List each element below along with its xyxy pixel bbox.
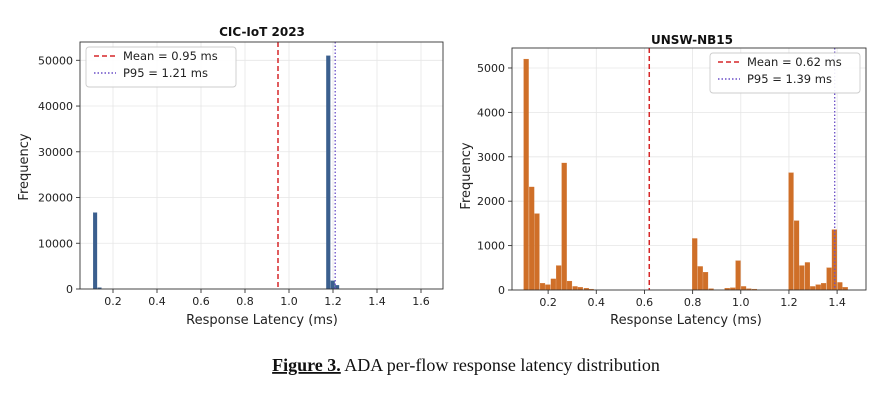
x-tick-label: 1.0 [280, 295, 298, 308]
y-ticks: 0 1000 2000 3000 4000 5000 [477, 62, 512, 297]
histogram-bar [545, 284, 551, 291]
plot-frame [511, 47, 867, 291]
x-axis-label: Response Latency (ms) [610, 313, 762, 328]
legend-label: P95 = 1.21 ms [123, 66, 208, 80]
x-tick-label: 1.6 [412, 295, 430, 308]
y-ticks: 0 10000 20000 30000 40000 50000 [38, 54, 80, 296]
x-ticks: 0.2 0.4 0.6 0.8 1.0 1.2 1.4 [539, 290, 846, 309]
axes-frame [511, 47, 867, 291]
histogram-bar [702, 272, 709, 291]
histogram-bar [794, 220, 800, 291]
x-tick-label: 1.4 [828, 296, 846, 309]
x-tick-label: 0.6 [192, 295, 210, 308]
histogram-bar [826, 267, 832, 291]
caption-label: Figure 3. [272, 355, 341, 375]
histogram-bar [837, 282, 843, 291]
x-tick-label: 0.2 [539, 296, 557, 309]
chart-title: CIC-IoT 2023 [219, 25, 305, 39]
bars [523, 58, 848, 291]
y-tick-label: 2000 [477, 195, 505, 208]
x-tick-label: 0.8 [684, 296, 702, 309]
histogram-bar [788, 172, 794, 291]
y-axis-label: Frequency [17, 133, 32, 200]
histogram-bar [550, 278, 556, 291]
histogram-bar [529, 186, 535, 291]
histogram-bar [566, 280, 573, 291]
bars [93, 55, 340, 290]
chart-title: UNSW-NB15 [651, 33, 733, 47]
y-tick-label: 10000 [38, 237, 73, 250]
legend-label: Mean = 0.95 ms [123, 49, 218, 63]
x-axis-label: Response Latency (ms) [186, 313, 338, 328]
chart-cic-iot-2023: CIC-IoT 2023 0.2 0.4 0.6 0.8 1.0 1.2 1.4 1.6 0 1… [17, 25, 444, 328]
histogram-bar [556, 265, 562, 291]
y-tick-label: 20000 [38, 192, 73, 205]
histogram-bar [804, 262, 810, 291]
histogram-bar [93, 212, 98, 290]
histogram-bar [692, 238, 698, 291]
x-tick-label: 1.0 [732, 296, 750, 309]
y-tick-label: 50000 [38, 54, 73, 67]
y-tick-label: 30000 [38, 146, 73, 159]
chart-unsw-nb15: UNSW-NB15 0.2 0.4 0.6 0.8 1.0 1.2 1.4 0 1000 200… [459, 33, 867, 328]
y-tick-label: 5000 [477, 62, 505, 75]
y-axis-label: Frequency [459, 142, 474, 209]
x-tick-label: 0.6 [636, 296, 654, 309]
x-tick-label: 0.4 [148, 295, 166, 308]
y-tick-label: 4000 [477, 106, 505, 119]
y-tick-label: 1000 [477, 240, 505, 253]
y-tick-label: 3000 [477, 151, 505, 164]
x-tick-label: 1.2 [324, 295, 342, 308]
histogram-bar [741, 286, 747, 291]
histogram-bar [572, 286, 578, 291]
histogram-bar [330, 280, 335, 290]
legend: Mean = 0.95 ms P95 = 1.21 ms [85, 46, 237, 88]
grid [80, 42, 443, 290]
caption-text: ADA per-flow response latency distributi… [341, 355, 660, 375]
histogram-bar [697, 266, 703, 291]
legend-label: Mean = 0.62 ms [747, 55, 842, 69]
legend: Mean = 0.62 ms P95 = 1.39 ms [709, 52, 861, 94]
plot-frame [79, 41, 444, 290]
histogram-bar [735, 260, 741, 291]
y-tick-label: 40000 [38, 100, 73, 113]
legend-box [709, 52, 861, 94]
y-tick-label: 0 [66, 283, 73, 296]
histogram-bar [534, 213, 540, 291]
histogram-bar [799, 265, 805, 291]
figure-caption: Figure 3. ADA per-flow response latency … [272, 355, 660, 375]
x-tick-label: 0.2 [104, 295, 122, 308]
histogram-bar [561, 162, 567, 291]
legend-label: P95 = 1.39 ms [747, 72, 832, 86]
x-tick-label: 0.4 [588, 296, 606, 309]
histogram-bar [810, 286, 816, 291]
histogram-bar [831, 229, 837, 291]
reference-lines [648, 48, 836, 290]
x-tick-label: 1.4 [368, 295, 386, 308]
histogram-bar [523, 58, 529, 291]
histogram-bar [326, 55, 331, 290]
histogram-bar [539, 283, 546, 291]
axes-frame [79, 41, 444, 290]
legend-box [85, 46, 237, 88]
x-tick-label: 1.2 [780, 296, 798, 309]
y-tick-label: 0 [498, 284, 505, 297]
x-tick-label: 0.8 [236, 295, 254, 308]
reference-lines [277, 42, 336, 289]
histogram-bar [820, 283, 827, 291]
x-ticks: 0.2 0.4 0.6 0.8 1.0 1.2 1.4 1.6 [104, 289, 430, 308]
histogram-bar [815, 284, 821, 291]
